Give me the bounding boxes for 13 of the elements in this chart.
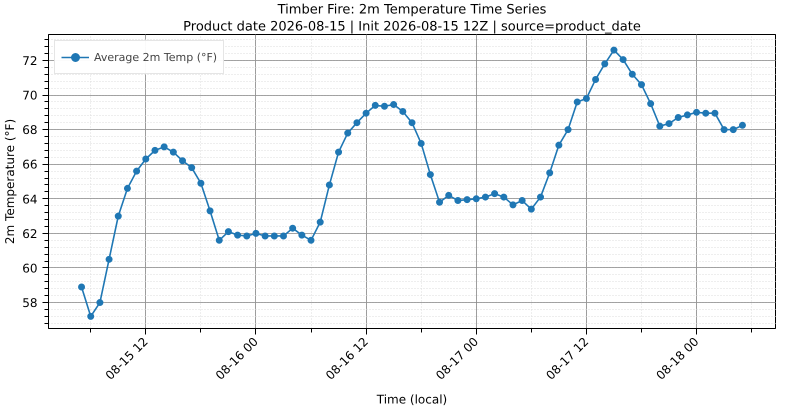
y-tick-label: 66 [22,158,38,172]
y-tick-label: 70 [22,88,38,103]
x-axis-title: Time (local) [376,392,448,407]
y-tick-label: 58 [22,296,38,310]
y-tick-label: 72 [22,54,38,68]
y-axis-title: 2m Temperature (°F) [3,118,18,244]
legend-label: Average 2m Temp (°F) [94,50,218,64]
chart-title: Timber Fire: 2m Temperature Time Series [276,2,547,18]
chart-subtitle: Product date 2026-08-15 | Init 2026-08-15 12Z | source=product_date [183,20,641,34]
y-tick-label: 62 [22,226,38,241]
y-tick-label: 68 [22,123,38,138]
y-tick-label: 64 [22,192,38,206]
y-tick-label: 60 [22,261,38,276]
